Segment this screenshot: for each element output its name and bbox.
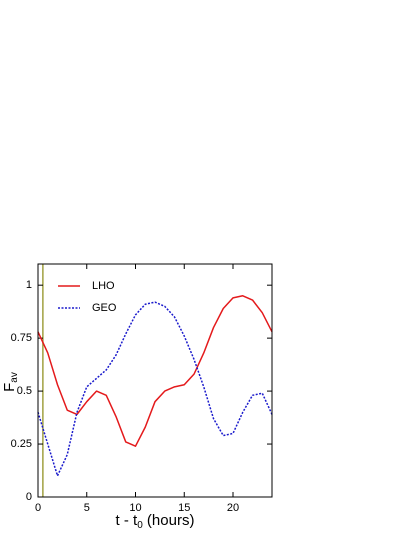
x-tick-label: 15 (178, 502, 190, 514)
y-tick-label: 0.25 (11, 438, 32, 450)
x-axis-label: t - t0 (hours) (116, 512, 195, 531)
y-tick-label: 0 (26, 491, 32, 503)
x-label-sub: 0 (137, 520, 143, 531)
y-tick-label: 0.5 (17, 385, 32, 397)
legend-label: GEO (92, 302, 117, 314)
x-label-main: t - t (116, 512, 138, 529)
x-tick-label: 0 (35, 502, 41, 514)
x-label-rest: (hours) (143, 512, 195, 529)
line-series (37, 301, 273, 477)
line-series (37, 295, 273, 447)
legend-label: LHO (92, 280, 115, 292)
x-tick-label: 5 (84, 502, 90, 514)
x-tick-label: 20 (227, 502, 239, 514)
y-tick-label: 0.75 (11, 332, 32, 344)
plot-frame (37, 263, 273, 498)
y-tick-label: 1 (26, 279, 32, 291)
y-label-main: F (1, 383, 18, 392)
x-tick-label: 10 (129, 502, 141, 514)
y-label-sub: av (9, 372, 20, 383)
y-axis-label: Fav (1, 372, 20, 392)
